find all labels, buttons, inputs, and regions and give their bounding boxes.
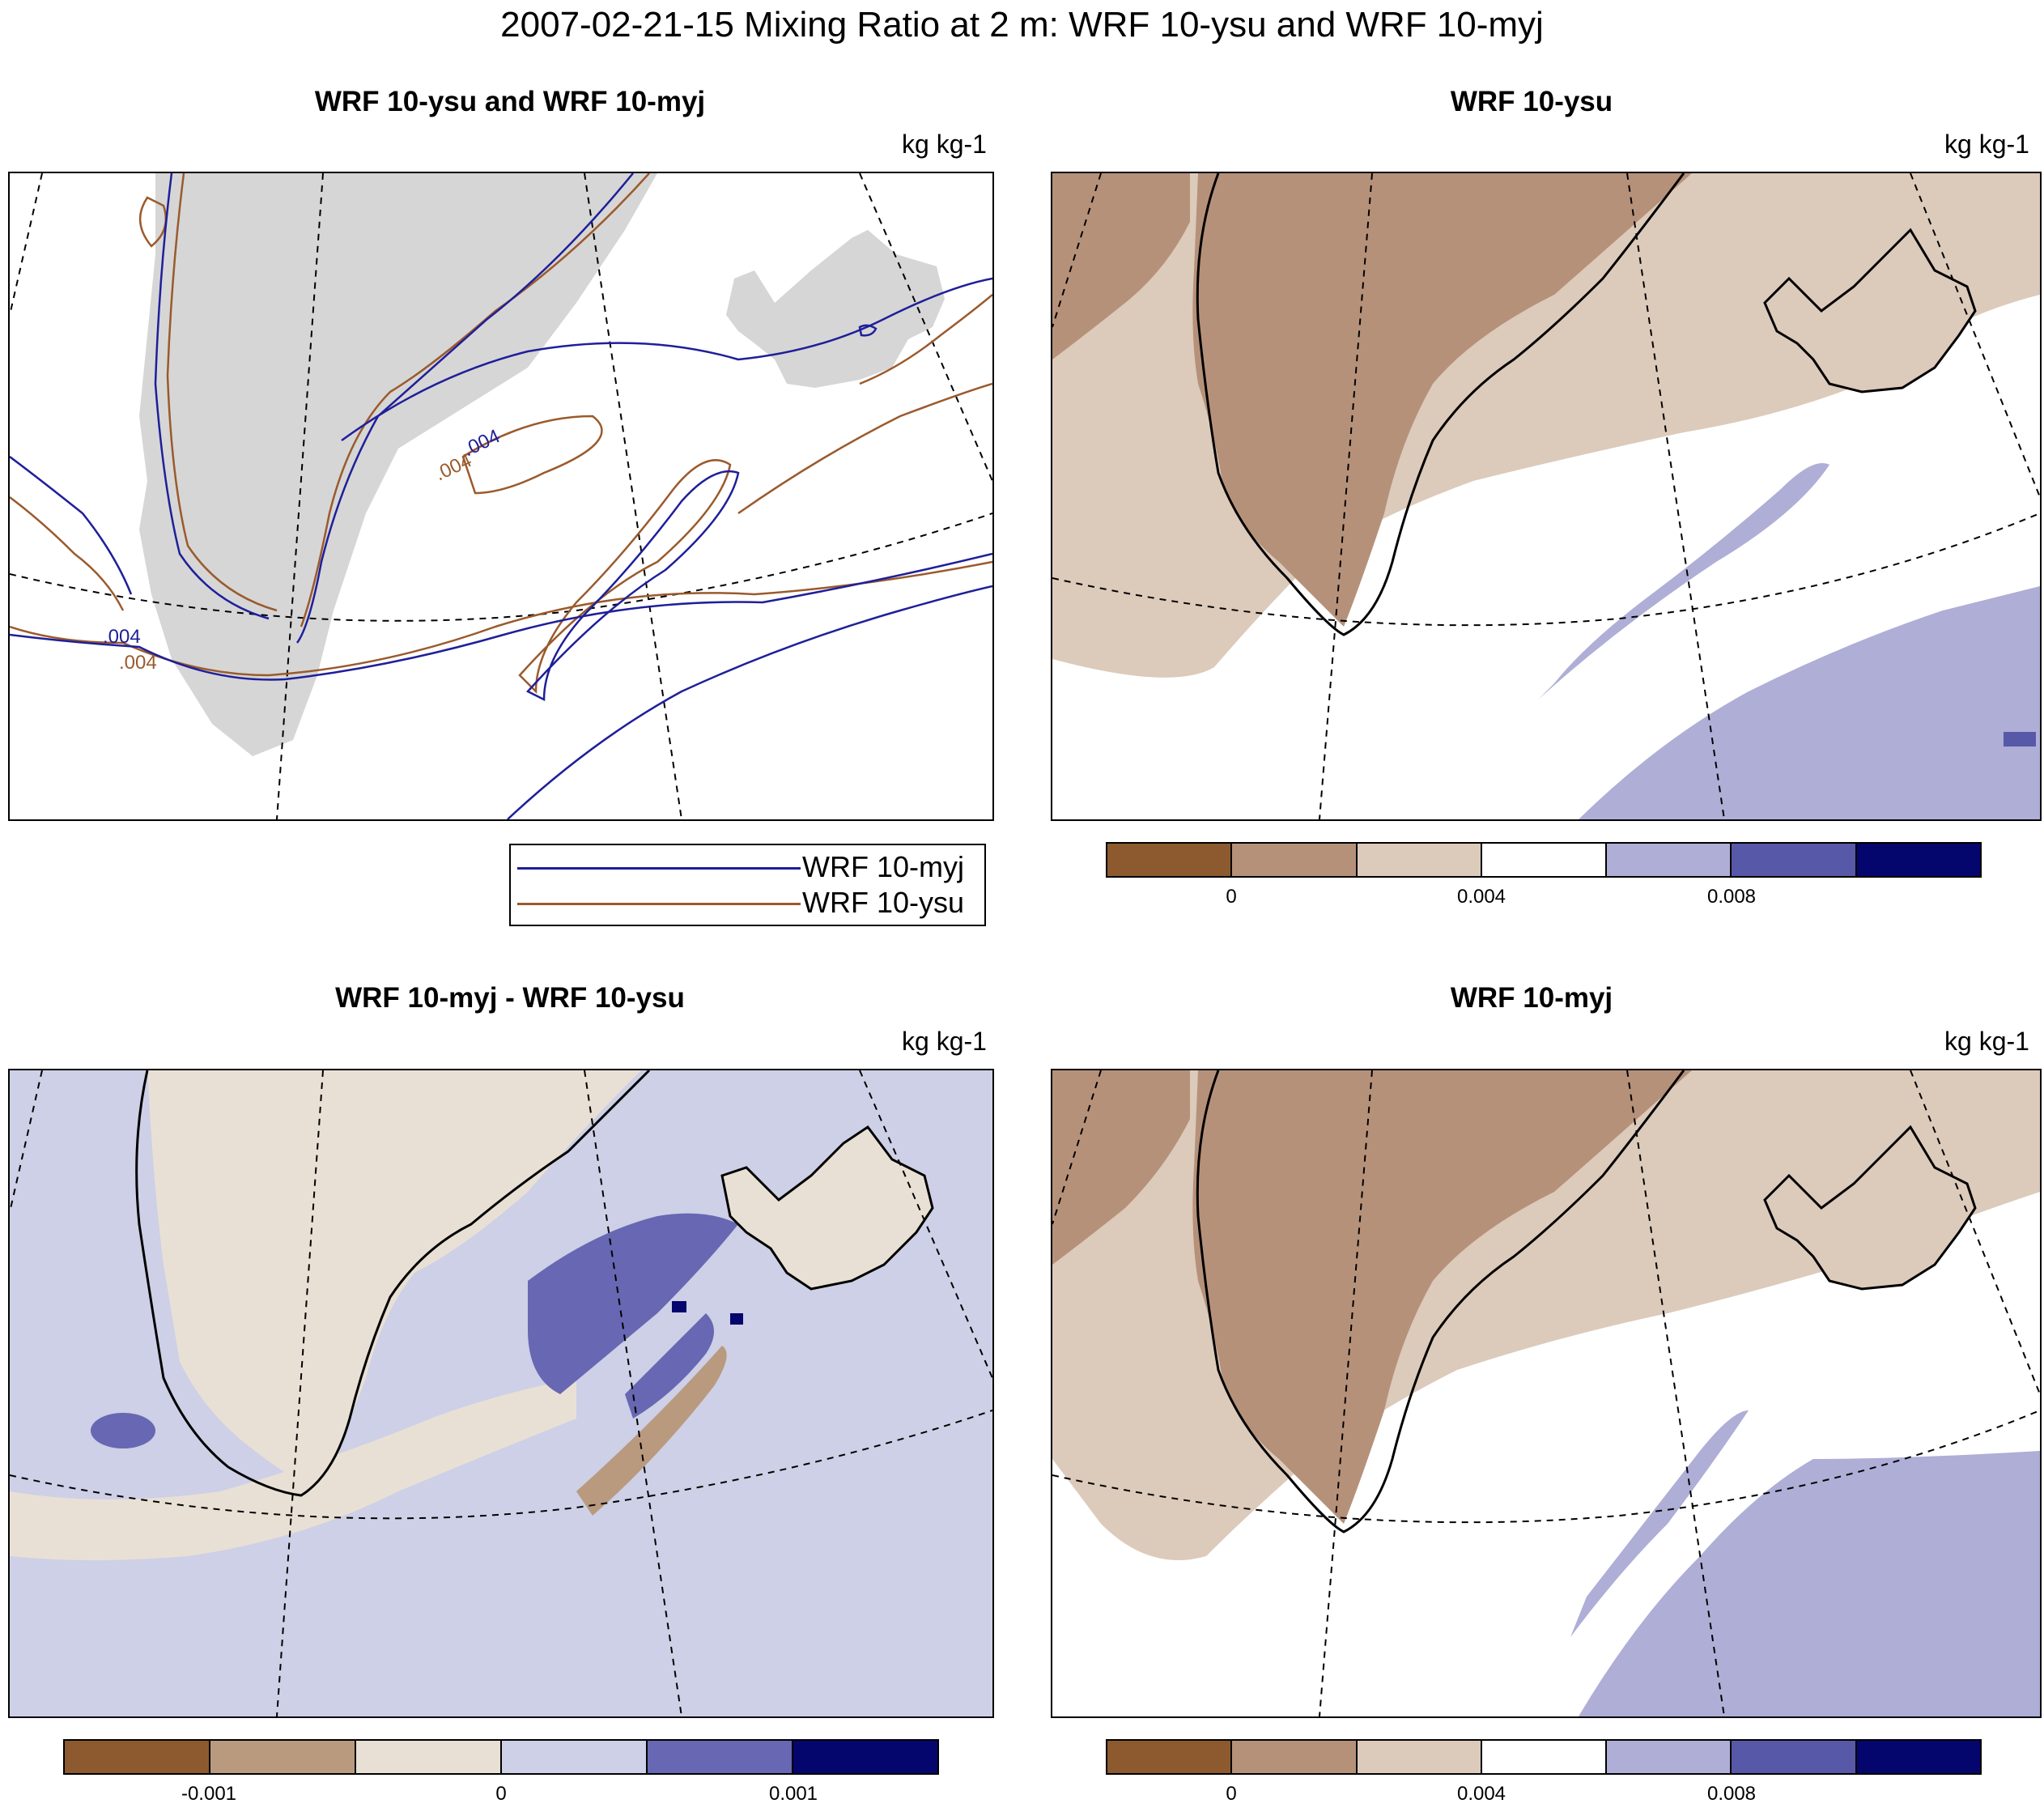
diff-region-greenland [147, 1070, 641, 1491]
legend-label-myj: WRF 10-myj [802, 850, 964, 883]
colorbar-myj-cell-3 [1357, 1741, 1482, 1773]
colorbar-ysu-label-1: 0.004 [1456, 886, 1506, 908]
greenland-land [139, 173, 657, 756]
ysu-coast-iceland [1763, 228, 1977, 393]
colorbar-ysu-cell-1 [1107, 844, 1233, 876]
colorbar-diff-cell-3 [356, 1741, 502, 1773]
colorbar-myj-cell-4 [1481, 1741, 1608, 1773]
colorbar-ysu-cell-6 [1732, 844, 1857, 876]
colorbar-diff-cell-2 [210, 1741, 356, 1773]
ysu-patch-dark [2004, 732, 2036, 746]
myj-region-greenland [1192, 1070, 1692, 1524]
panel-title-ysu: WRF 10-ysu [1450, 86, 1613, 117]
legend-item-ysu: WRF 10-ysu [511, 886, 988, 921]
ysu-map [1051, 172, 2042, 821]
colorbar-ysu-cell-5 [1607, 844, 1732, 876]
myj-region-southeast [1579, 1451, 2040, 1716]
colorbar-diff-cell-5 [648, 1741, 793, 1773]
ysu-contours [10, 173, 992, 695]
figure-title: 2007-02-21-15 Mixing Ratio at 2 m: WRF 1… [500, 5, 1544, 45]
myj-contours [10, 173, 992, 819]
diff-region-band [10, 1378, 576, 1560]
diff-patch-west [91, 1413, 155, 1448]
line-legend: WRF 10-myj WRF 10-ysu [509, 844, 986, 926]
diff-patch-dark-1 [672, 1301, 686, 1312]
colorbar-ysu-cell-4 [1481, 844, 1608, 876]
ysu-region-southeast [1579, 586, 2040, 819]
colorbar-myj-label-1: 0.004 [1456, 1783, 1506, 1805]
myj-band [1570, 1410, 1749, 1637]
graticule [10, 173, 992, 819]
colorbar-myj-label-0: 0 [1226, 1783, 1237, 1805]
diff-graticule [10, 1070, 992, 1716]
contour-map: .004 .004 .004 .004 [8, 172, 994, 821]
colorbar-diff-cell-4 [502, 1741, 648, 1773]
colorbar-diff-label-1: 0 [495, 1783, 507, 1805]
contour-label-myj-1: .004 [103, 626, 141, 648]
diff-region-iceland [722, 1127, 933, 1289]
myj-region-west [1052, 1070, 1190, 1265]
myj-region-iceland [1765, 1127, 1975, 1289]
colorbar-diff-label-2: 0.001 [768, 1783, 818, 1805]
myj-map [1051, 1069, 2042, 1718]
panel-units-ysu: kg kg-1 [1944, 130, 2029, 159]
colorbar-diff-label-0: -0.001 [181, 1783, 237, 1805]
colorbar-difference [63, 1739, 939, 1775]
colorbar-ysu-label-2: 0.008 [1706, 886, 1757, 908]
diff-coast-greenland [135, 1070, 651, 1497]
colorbar-ysu-cell-3 [1357, 844, 1482, 876]
colorbar-myj-cell-5 [1607, 1741, 1732, 1773]
ysu-coast-greenland [1196, 173, 1685, 636]
diff-region-positive [528, 1213, 738, 1394]
ysu-region-greenland [1192, 173, 1692, 627]
colorbar-myj-cell-6 [1732, 1741, 1857, 1773]
panel-title-difference: WRF 10-myj - WRF 10-ysu [335, 982, 685, 1014]
myj-coast-iceland [1763, 1125, 1977, 1291]
iceland-land [726, 230, 945, 388]
colorbar-myj-cell-2 [1232, 1741, 1358, 1773]
legend-label-ysu: WRF 10-ysu [802, 886, 965, 919]
panel-title-myj: WRF 10-myj [1450, 982, 1613, 1014]
colorbar-diff-cell-1 [65, 1741, 210, 1773]
colorbar-diff-cell-6 [793, 1741, 937, 1773]
legend-line-ysu [517, 903, 801, 905]
diff-patch-dark-2 [730, 1313, 743, 1325]
ysu-graticule [1052, 173, 2040, 819]
colorbar-myj-cell-7 [1856, 1741, 1980, 1773]
colorbar-myj-cell-1 [1107, 1741, 1233, 1773]
myj-graticule [1052, 1070, 2040, 1716]
legend-item-myj: WRF 10-myj [511, 850, 988, 886]
colorbar-myj [1106, 1739, 1982, 1775]
panel-units-contours: kg kg-1 [902, 130, 987, 159]
legend-line-myj [517, 867, 801, 870]
ysu-band [1538, 463, 1829, 700]
colorbar-ysu [1106, 842, 1982, 878]
diff-streak-positive [625, 1313, 714, 1419]
panel-units-myj: kg kg-1 [1944, 1027, 2029, 1056]
colorbar-ysu-cell-2 [1232, 844, 1358, 876]
panel-units-difference: kg kg-1 [902, 1027, 987, 1056]
colorbar-ysu-cell-7 [1856, 844, 1980, 876]
myj-coast-greenland [1196, 1070, 1685, 1533]
diff-streak-negative [576, 1346, 727, 1516]
colorbar-ysu-label-0: 0 [1226, 886, 1237, 908]
colorbar-myj-label-2: 0.008 [1706, 1783, 1757, 1805]
difference-map [8, 1069, 994, 1718]
contour-label-ysu-1: .004 [119, 652, 157, 674]
panel-title-contours: WRF 10-ysu and WRF 10-myj [314, 86, 706, 117]
ysu-region-iceland [1765, 230, 1975, 392]
